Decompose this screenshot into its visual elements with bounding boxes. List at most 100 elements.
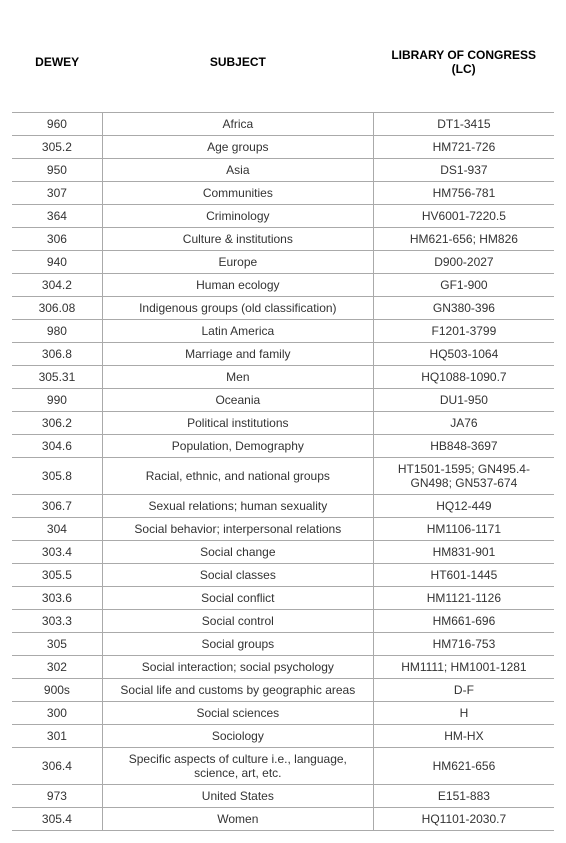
cell-lc: HB848-3697	[373, 434, 554, 457]
cell-lc: HM1121-1126	[373, 586, 554, 609]
cell-dewey: 305.5	[12, 563, 102, 586]
cell-lc: HQ503-1064	[373, 342, 554, 365]
table-row: 303.4Social changeHM831-901	[12, 540, 554, 563]
cell-dewey: 305	[12, 632, 102, 655]
cell-subject: Political institutions	[102, 411, 373, 434]
col-header-subject: SUBJECT	[102, 12, 373, 112]
cell-subject: Men	[102, 365, 373, 388]
cell-subject: Communities	[102, 181, 373, 204]
cell-subject: Social sciences	[102, 701, 373, 724]
cell-lc: HM-HX	[373, 724, 554, 747]
cell-subject: Racial, ethnic, and national groups	[102, 457, 373, 494]
table-row: 973United StatesE151-883	[12, 784, 554, 807]
cell-lc: GN380-396	[373, 296, 554, 319]
cell-subject: Oceania	[102, 388, 373, 411]
cell-subject: Human ecology	[102, 273, 373, 296]
cell-subject: Culture & institutions	[102, 227, 373, 250]
cell-lc: HM1111; HM1001-1281	[373, 655, 554, 678]
cell-lc: HT601-1445	[373, 563, 554, 586]
cell-lc: HV6001-7220.5	[373, 204, 554, 227]
table-row: 306.4Specific aspects of culture i.e., l…	[12, 747, 554, 784]
cell-lc: HM1106-1171	[373, 517, 554, 540]
table-row: 307CommunitiesHM756-781	[12, 181, 554, 204]
cell-lc: HM621-656; HM826	[373, 227, 554, 250]
cell-subject: Sexual relations; human sexuality	[102, 494, 373, 517]
table-row: 950AsiaDS1-937	[12, 158, 554, 181]
table-row: 304.2Human ecologyGF1-900	[12, 273, 554, 296]
cell-subject: Social groups	[102, 632, 373, 655]
cell-dewey: 306.8	[12, 342, 102, 365]
cell-dewey: 306.08	[12, 296, 102, 319]
col-header-lc: LIBRARY OF CONGRESS (LC)	[373, 12, 554, 112]
cell-subject: Sociology	[102, 724, 373, 747]
cell-lc: HQ12-449	[373, 494, 554, 517]
cell-dewey: 303.4	[12, 540, 102, 563]
cell-subject: Social life and customs by geographic ar…	[102, 678, 373, 701]
table-row: 304Social behavior; interpersonal relati…	[12, 517, 554, 540]
cell-dewey: 306.2	[12, 411, 102, 434]
cell-dewey: 307	[12, 181, 102, 204]
table-row: 306.8Marriage and familyHQ503-1064	[12, 342, 554, 365]
cell-subject: Europe	[102, 250, 373, 273]
table-row: 305.4WomenHQ1101-2030.7	[12, 807, 554, 830]
table-row: 306.7Sexual relations; human sexualityHQ…	[12, 494, 554, 517]
cell-subject: Latin America	[102, 319, 373, 342]
cell-dewey: 306	[12, 227, 102, 250]
table-row: 304.6Population, DemographyHB848-3697	[12, 434, 554, 457]
table-row: 306.2Political institutionsJA76	[12, 411, 554, 434]
cell-dewey: 304	[12, 517, 102, 540]
cell-dewey: 960	[12, 112, 102, 135]
cell-dewey: 306.4	[12, 747, 102, 784]
cell-dewey: 305.4	[12, 807, 102, 830]
cell-dewey: 303.3	[12, 609, 102, 632]
table-row: 303.6Social conflictHM1121-1126	[12, 586, 554, 609]
cell-subject: Social control	[102, 609, 373, 632]
col-header-dewey: DEWEY	[12, 12, 102, 112]
table-row: 900sSocial life and customs by geographi…	[12, 678, 554, 701]
cell-lc: DU1-950	[373, 388, 554, 411]
table-row: 305.5Social classesHT601-1445	[12, 563, 554, 586]
cell-lc: D-F	[373, 678, 554, 701]
cell-subject: Marriage and family	[102, 342, 373, 365]
cell-subject: Asia	[102, 158, 373, 181]
table-row: 302Social interaction; social psychology…	[12, 655, 554, 678]
cell-subject: Women	[102, 807, 373, 830]
classification-table: DEWEY SUBJECT LIBRARY OF CONGRESS (LC) 9…	[12, 12, 554, 831]
table-row: 305.8Racial, ethnic, and national groups…	[12, 457, 554, 494]
cell-lc: HT1501-1595; GN495.4-GN498; GN537-674	[373, 457, 554, 494]
cell-dewey: 950	[12, 158, 102, 181]
cell-lc: HM716-753	[373, 632, 554, 655]
cell-dewey: 305.2	[12, 135, 102, 158]
table-row: 364CriminologyHV6001-7220.5	[12, 204, 554, 227]
cell-dewey: 990	[12, 388, 102, 411]
table-row: 306.08Indigenous groups (old classificat…	[12, 296, 554, 319]
cell-subject: Age groups	[102, 135, 373, 158]
cell-lc: HM831-901	[373, 540, 554, 563]
table-row: 300Social sciencesH	[12, 701, 554, 724]
cell-lc: HQ1088-1090.7	[373, 365, 554, 388]
cell-subject: United States	[102, 784, 373, 807]
table-row: 960AfricaDT1-3415	[12, 112, 554, 135]
cell-dewey: 302	[12, 655, 102, 678]
cell-subject: Social behavior; interpersonal relations	[102, 517, 373, 540]
cell-subject: Indigenous groups (old classification)	[102, 296, 373, 319]
cell-subject: Specific aspects of culture i.e., langua…	[102, 747, 373, 784]
table-row: 303.3Social controlHM661-696	[12, 609, 554, 632]
cell-lc: H	[373, 701, 554, 724]
cell-lc: HM661-696	[373, 609, 554, 632]
cell-subject: Africa	[102, 112, 373, 135]
cell-lc: D900-2027	[373, 250, 554, 273]
cell-subject: Population, Demography	[102, 434, 373, 457]
cell-lc: HM756-781	[373, 181, 554, 204]
table-row: 306Culture & institutionsHM621-656; HM82…	[12, 227, 554, 250]
cell-dewey: 306.7	[12, 494, 102, 517]
cell-dewey: 980	[12, 319, 102, 342]
cell-dewey: 305.31	[12, 365, 102, 388]
table-row: 940EuropeD900-2027	[12, 250, 554, 273]
cell-subject: Social change	[102, 540, 373, 563]
cell-dewey: 304.2	[12, 273, 102, 296]
cell-subject: Social classes	[102, 563, 373, 586]
table-row: 305Social groupsHM716-753	[12, 632, 554, 655]
cell-lc: F1201-3799	[373, 319, 554, 342]
table-row: 980Latin AmericaF1201-3799	[12, 319, 554, 342]
